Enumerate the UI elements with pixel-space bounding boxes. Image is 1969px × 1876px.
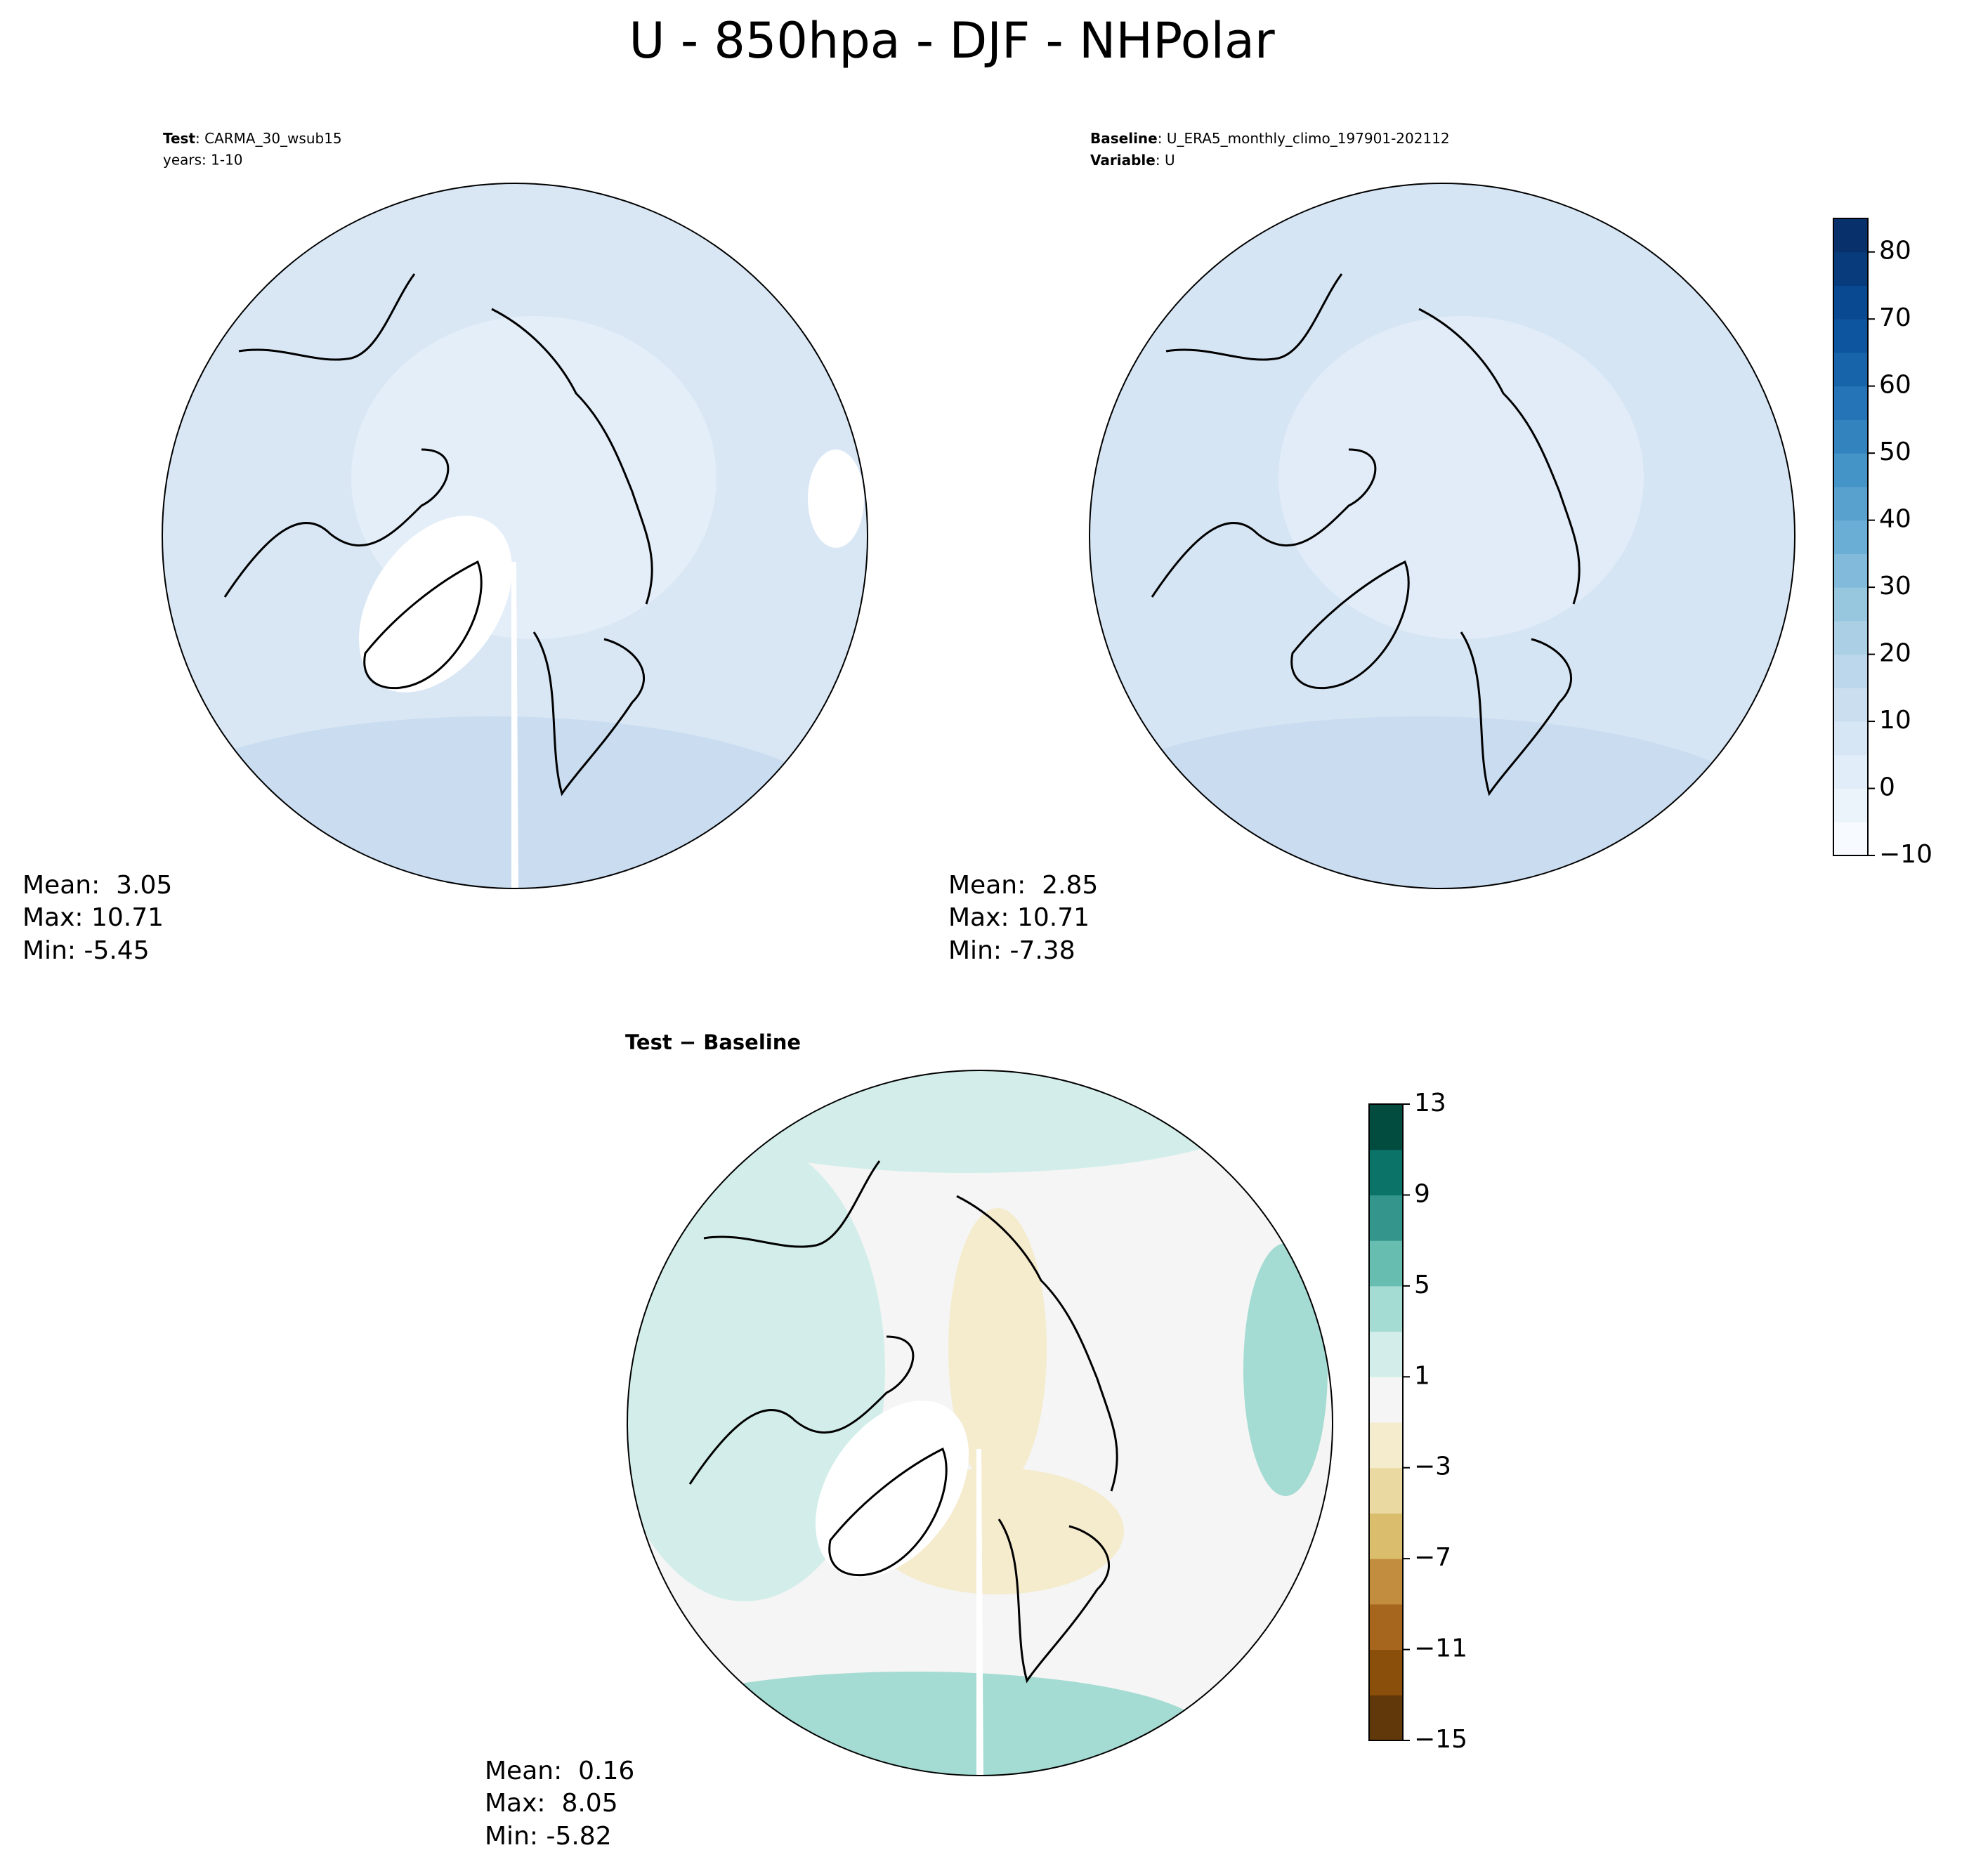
- colorbar-band: [1833, 453, 1868, 487]
- colorbar-tick-label: 1: [1414, 1361, 1430, 1390]
- header-key: Variable: [1090, 152, 1156, 169]
- colorbar-band: [1369, 1149, 1403, 1195]
- colorbar-band: [1833, 620, 1868, 655]
- colorbar-band: [1369, 1104, 1403, 1150]
- colorbar-band: [1369, 1195, 1403, 1241]
- colorbar-frame: [1368, 1103, 1404, 1741]
- colorbar-tick-label: −3: [1414, 1452, 1451, 1481]
- colorbar-band: [1833, 486, 1868, 521]
- header-key: Baseline: [1090, 130, 1158, 147]
- header-text: : CARMA_30_wsub15: [195, 130, 342, 147]
- stat: Max: 10.71: [22, 903, 164, 932]
- colorbar-tick-label: 40: [1879, 505, 1911, 534]
- colorbar-band: [1833, 553, 1868, 588]
- colorbar-tick-label: 0: [1879, 773, 1895, 802]
- header-text: : U_ERA5_monthly_climo_197901-202112: [1158, 130, 1450, 147]
- colorbar-tick-label: 20: [1879, 639, 1911, 668]
- colorbar-band: [1369, 1559, 1403, 1605]
- colorbar-band: [1369, 1603, 1403, 1651]
- colorbar-frame: [1833, 218, 1869, 856]
- colorbar-tick-label: 9: [1414, 1179, 1430, 1208]
- map-test: [162, 183, 868, 889]
- colorbar-band: [1369, 1240, 1403, 1287]
- colorbar-band: [1833, 251, 1868, 286]
- colorbar-band: [1833, 822, 1868, 856]
- colorbar-tick-label: 5: [1414, 1271, 1430, 1299]
- panel-title: Test − Baseline: [625, 1030, 801, 1054]
- colorbar-band: [1833, 218, 1868, 253]
- colorbar-band: [1833, 285, 1868, 320]
- panel-header: years: 1-10: [163, 152, 243, 169]
- panel-header: Baseline: U_ERA5_monthly_climo_197901-20…: [1090, 130, 1450, 147]
- stat: Min: -5.45: [22, 936, 150, 965]
- colorbar-band: [1833, 754, 1868, 789]
- colorbar-band: [1833, 688, 1868, 722]
- colorbar-tick-label: 80: [1879, 237, 1911, 265]
- colorbar-band: [1833, 587, 1868, 622]
- map-difference: [627, 1070, 1333, 1776]
- stat: Min: -7.38: [948, 936, 1075, 965]
- header-key: Test: [163, 130, 195, 147]
- colorbar-tick-label: 50: [1879, 438, 1911, 466]
- panel-header: Variable: U: [1090, 152, 1175, 169]
- colorbar-band: [1833, 788, 1868, 822]
- colorbar-band: [1369, 1513, 1403, 1559]
- colorbar-band: [1833, 386, 1868, 420]
- stat: Mean: 3.05: [22, 871, 172, 900]
- colorbar-band: [1833, 352, 1868, 387]
- stat: Max: 10.71: [948, 903, 1090, 932]
- colorbar-band: [1369, 1467, 1403, 1514]
- stat: Mean: 2.85: [948, 871, 1098, 900]
- colorbar-tick-label: −10: [1879, 840, 1932, 869]
- figure-title: U - 850hpa - DJF - NHPolar: [629, 12, 1275, 70]
- stat: Max: 8.05: [485, 1789, 618, 1818]
- colorbar-tick-label: 70: [1879, 303, 1911, 332]
- colorbar-band: [1833, 520, 1868, 554]
- colorbar-band: [1369, 1331, 1403, 1377]
- colorbar-band: [1369, 1695, 1403, 1741]
- colorbar-band: [1833, 654, 1868, 688]
- colorbar-tick-label: −11: [1414, 1634, 1467, 1663]
- colorbar-band: [1833, 419, 1868, 454]
- colorbar-band: [1369, 1649, 1403, 1695]
- colorbar-tick-label: 30: [1879, 572, 1911, 601]
- stat: Min: -5.82: [485, 1822, 612, 1851]
- header-text: : U: [1156, 152, 1175, 169]
- colorbar-band: [1369, 1285, 1403, 1332]
- stat: Mean: 0.16: [485, 1757, 634, 1785]
- colorbar-tick-label: 13: [1414, 1089, 1446, 1117]
- colorbar-band: [1833, 319, 1868, 353]
- colorbar-tick-label: 10: [1879, 706, 1911, 735]
- panel-header: Test: CARMA_30_wsub15: [163, 130, 342, 147]
- colorbar-tick-label: −7: [1414, 1543, 1451, 1572]
- map-baseline: [1089, 183, 1795, 889]
- colorbar-band: [1369, 1377, 1403, 1423]
- colorbar-band: [1833, 721, 1868, 756]
- colorbar-band: [1369, 1422, 1403, 1469]
- colorbar-tick-label: −15: [1414, 1725, 1467, 1754]
- colorbar-tick-label: 60: [1879, 371, 1911, 400]
